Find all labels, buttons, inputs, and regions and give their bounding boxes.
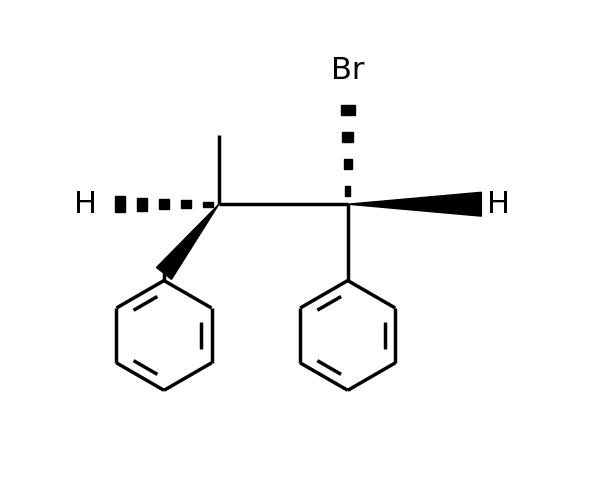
Polygon shape [137,198,147,211]
Polygon shape [115,196,125,212]
Polygon shape [341,106,355,115]
Polygon shape [343,132,353,142]
Polygon shape [181,201,191,208]
Polygon shape [346,186,350,195]
Polygon shape [157,204,219,279]
Polygon shape [159,199,169,209]
Polygon shape [344,159,352,168]
Text: Br: Br [331,56,364,85]
Text: H: H [487,190,510,219]
Polygon shape [348,192,481,216]
Polygon shape [203,202,213,206]
Text: H: H [74,190,97,219]
